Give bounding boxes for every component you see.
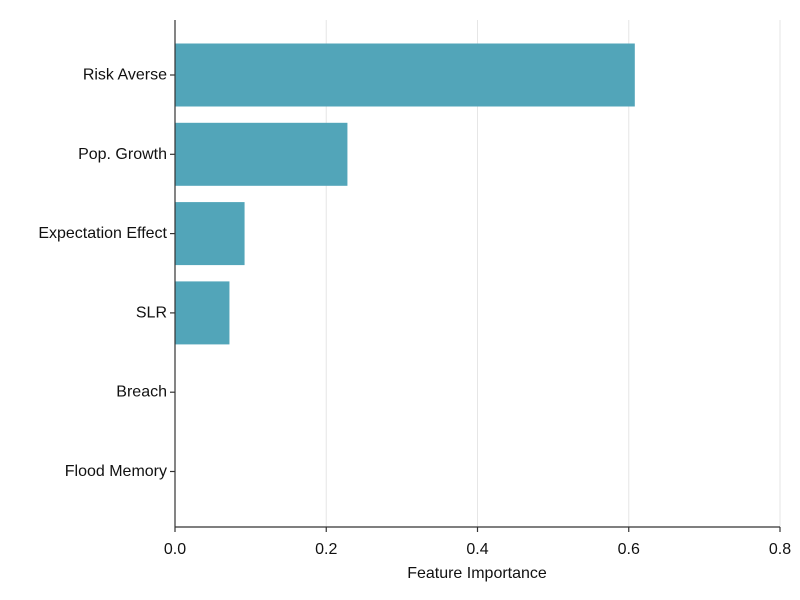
x-tick-label: 0.0 bbox=[164, 541, 186, 558]
y-tick-label: Pop. Growth bbox=[78, 146, 167, 163]
x-axis-ticks: 0.0 0.2 0.4 0.6 0.8 bbox=[164, 527, 791, 558]
bar bbox=[175, 122, 348, 186]
bars bbox=[175, 43, 635, 345]
y-axis-ticks: Risk Averse Pop. Growth Expectation Effect… bbox=[38, 67, 175, 480]
y-tick-label: Breach bbox=[116, 384, 167, 401]
bar bbox=[175, 43, 635, 107]
bar bbox=[175, 281, 230, 345]
x-tick-label: 0.4 bbox=[466, 541, 488, 558]
y-tick-label: Risk Averse bbox=[83, 67, 167, 84]
x-axis-title: Feature Importance bbox=[407, 565, 547, 582]
x-tick-label: 0.6 bbox=[618, 541, 640, 558]
x-tick-label: 0.2 bbox=[315, 541, 337, 558]
y-tick-label: Expectation Effect bbox=[38, 225, 167, 242]
y-tick-label: SLR bbox=[136, 304, 167, 321]
y-tick-label: Flood Memory bbox=[65, 463, 167, 480]
x-tick-label: 0.8 bbox=[769, 541, 791, 558]
bar bbox=[175, 202, 245, 266]
